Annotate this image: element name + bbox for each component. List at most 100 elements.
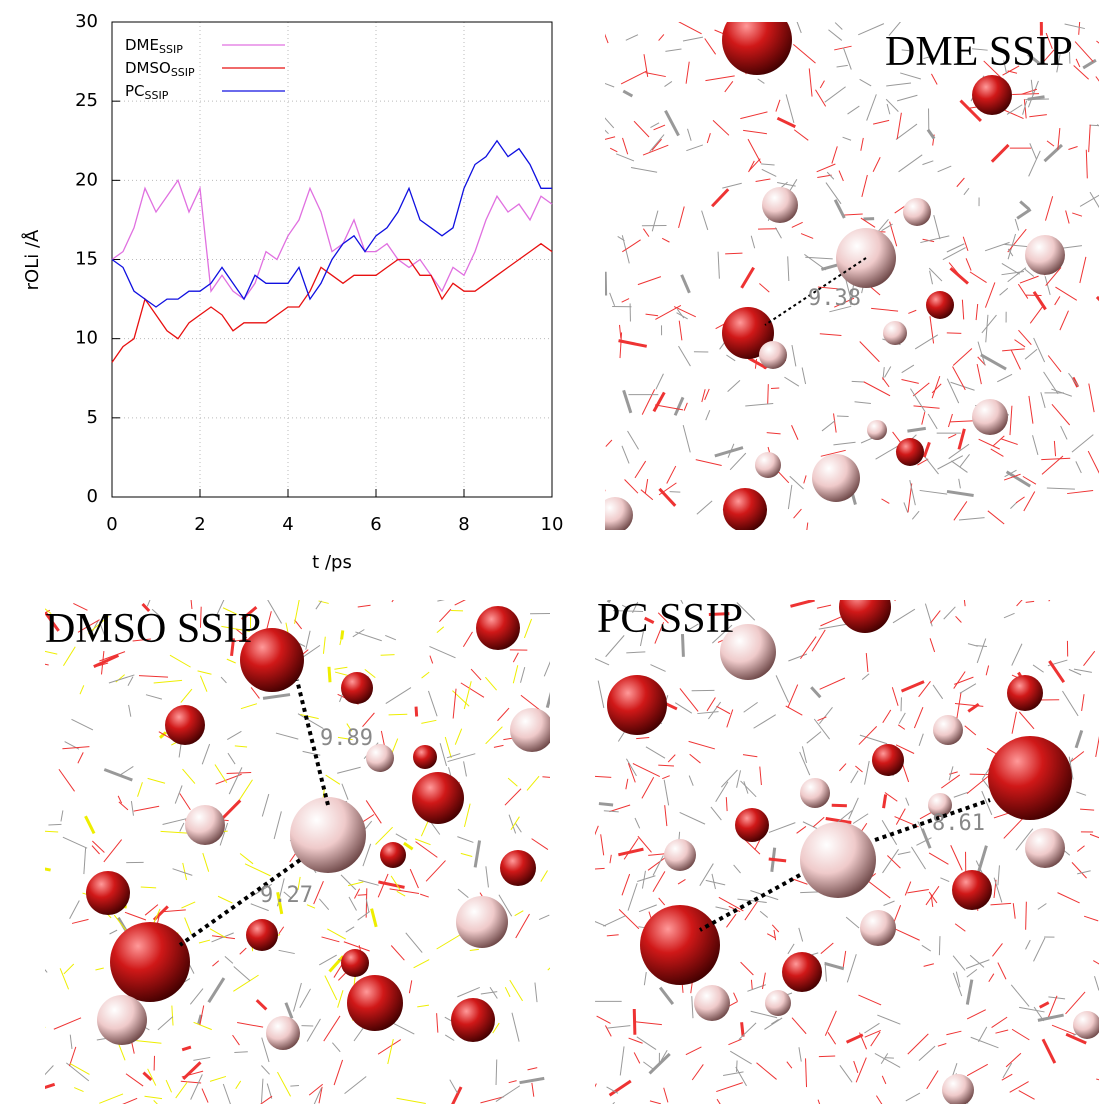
- panel-title: DME SSIP: [885, 29, 1073, 75]
- panel-title: DMSO SSIP: [45, 606, 261, 652]
- bond: [596, 109, 613, 128]
- bond: [986, 315, 988, 342]
- oxygen-atom: [640, 905, 720, 985]
- bond: [947, 379, 958, 403]
- bond: [532, 1083, 534, 1097]
- bond: [198, 671, 212, 674]
- bond: [251, 687, 259, 698]
- bond: [129, 705, 131, 717]
- bond: [852, 381, 864, 382]
- bond: [977, 364, 981, 384]
- bond: [85, 816, 94, 833]
- bond: [962, 300, 963, 320]
- bond: [718, 252, 719, 279]
- bond: [1017, 599, 1023, 606]
- bond: [924, 964, 934, 967]
- bond: [730, 453, 746, 470]
- bond: [126, 1074, 143, 1086]
- bond: [139, 676, 168, 678]
- bond: [678, 879, 685, 884]
- bond: [516, 914, 530, 938]
- bond: [1016, 497, 1025, 503]
- bond: [385, 635, 396, 639]
- bond: [202, 1089, 208, 1103]
- line-series: [112, 180, 552, 299]
- bond: [78, 752, 83, 763]
- bond: [494, 745, 504, 747]
- bond: [928, 414, 937, 429]
- bond: [1072, 213, 1082, 216]
- x-tick-label: 4: [282, 514, 293, 535]
- bond: [914, 707, 923, 728]
- bond: [515, 911, 524, 916]
- bond: [1058, 893, 1080, 903]
- bond: [80, 685, 84, 694]
- bond: [938, 1043, 946, 1046]
- bond: [953, 366, 966, 389]
- bond: [675, 397, 683, 415]
- bond: [977, 638, 986, 662]
- bond: [639, 905, 657, 912]
- bond: [636, 737, 649, 738]
- legend-name: DME: [125, 36, 159, 54]
- bond: [807, 523, 808, 532]
- bond: [1004, 613, 1015, 617]
- bond: [417, 1005, 429, 1007]
- bond: [70, 1064, 89, 1075]
- bond: [712, 189, 728, 206]
- bond: [834, 46, 851, 50]
- bond: [428, 691, 437, 716]
- oxygen-atom: [341, 949, 369, 977]
- bond: [884, 901, 895, 905]
- bond: [790, 600, 814, 606]
- bond: [679, 321, 682, 341]
- bond: [513, 653, 518, 662]
- bond: [1090, 834, 1099, 844]
- bond: [471, 669, 481, 680]
- bond: [646, 747, 665, 758]
- bond: [358, 911, 370, 920]
- bond: [99, 1094, 123, 1103]
- bond: [702, 389, 705, 402]
- bond: [1019, 1091, 1035, 1100]
- bond: [1034, 938, 1045, 962]
- y-tick-label: 0: [87, 486, 98, 507]
- bond: [815, 90, 825, 107]
- bond: [741, 781, 757, 797]
- molecule-panel: 8.61: [579, 574, 1099, 1104]
- bond: [683, 425, 690, 452]
- bond: [37, 1065, 54, 1083]
- bond: [1011, 350, 1021, 370]
- bond: [849, 798, 859, 819]
- bond: [955, 924, 965, 932]
- bond: [415, 839, 430, 845]
- bond: [737, 899, 766, 902]
- bond: [161, 831, 188, 833]
- bond: [634, 121, 649, 137]
- bond: [851, 771, 858, 783]
- bond: [882, 1076, 886, 1084]
- bond: [748, 139, 761, 163]
- bond: [726, 355, 735, 361]
- bond: [883, 710, 891, 723]
- bond: [995, 1030, 1008, 1033]
- bond: [929, 892, 937, 903]
- bond: [786, 94, 794, 122]
- bond: [437, 599, 446, 601]
- bond: [726, 797, 727, 811]
- bond: [607, 935, 619, 936]
- bond: [38, 831, 58, 832]
- bond: [607, 1026, 630, 1028]
- bond: [199, 940, 210, 943]
- x-tick-label: 10: [541, 514, 564, 535]
- bond: [263, 695, 290, 699]
- bond: [967, 980, 972, 1005]
- bond: [1029, 396, 1033, 424]
- bond: [236, 1081, 241, 1089]
- bond: [897, 95, 917, 101]
- bond: [956, 692, 961, 721]
- bond: [1049, 661, 1063, 682]
- bond: [286, 1003, 292, 1019]
- bond: [1052, 1025, 1076, 1034]
- bond: [708, 702, 720, 719]
